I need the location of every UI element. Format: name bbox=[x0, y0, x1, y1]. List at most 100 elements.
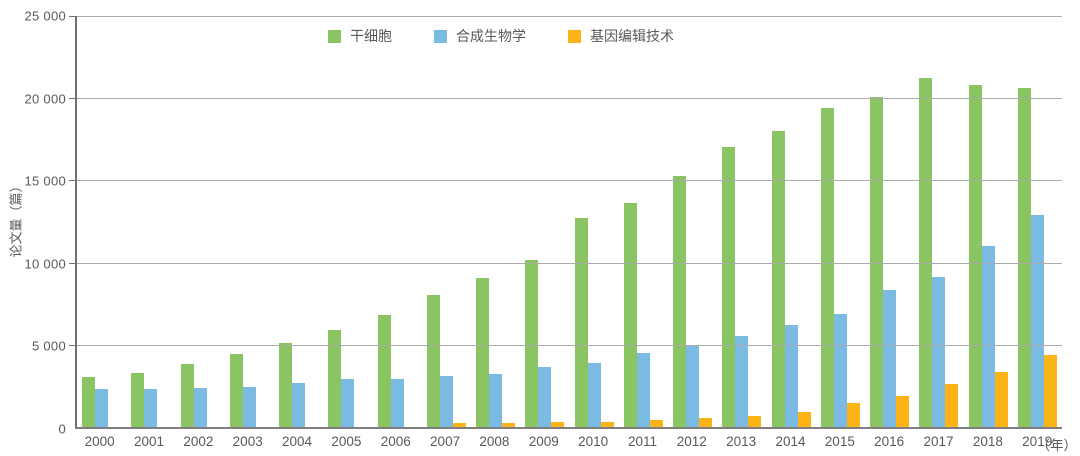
legend-swatch-icon bbox=[328, 29, 341, 43]
bar-2010 bbox=[600, 422, 614, 427]
bar-2017 bbox=[932, 276, 946, 427]
plot-area bbox=[69, 16, 1062, 429]
y-tick-label: 5 000 bbox=[31, 338, 66, 354]
bar-2014 bbox=[784, 325, 798, 427]
bar-2009 bbox=[525, 260, 539, 427]
legend-label: 合成生物学 bbox=[456, 28, 526, 44]
bar-2019 bbox=[1043, 354, 1057, 427]
bar-2000 bbox=[95, 389, 109, 427]
legend-label: 基因编辑技术 bbox=[590, 28, 674, 44]
bar-2011 bbox=[636, 353, 650, 427]
bar-2008 bbox=[476, 278, 490, 427]
legend-item: 合成生物学 bbox=[434, 26, 526, 46]
x-tick-label: 2017 bbox=[923, 434, 954, 449]
bar-2010 bbox=[574, 218, 588, 427]
bar-2012 bbox=[686, 346, 700, 427]
x-tick-label: 2018 bbox=[972, 434, 1003, 449]
x-tick-label: 2019 bbox=[1022, 434, 1053, 449]
y-tick-mark bbox=[69, 180, 77, 182]
bar-2013 bbox=[735, 335, 749, 427]
x-tick-label: 2005 bbox=[331, 434, 362, 449]
y-tick-label: 20 000 bbox=[24, 91, 66, 107]
bar-group-2017 bbox=[914, 16, 963, 427]
bar-2008 bbox=[502, 422, 516, 427]
x-tick-label: 2006 bbox=[380, 434, 411, 449]
bar-2011 bbox=[649, 419, 663, 427]
bar-group-2011 bbox=[619, 16, 668, 427]
bar-2016 bbox=[883, 289, 897, 427]
bar-2015 bbox=[846, 403, 860, 427]
x-tick-label: 2000 bbox=[84, 434, 115, 449]
x-tick-label: 2013 bbox=[726, 434, 757, 449]
x-tick-label: 2001 bbox=[133, 434, 165, 449]
bar-2011 bbox=[623, 202, 637, 427]
y-axis-tick-labels: 0 5 000 10 000 15 000 20 000 25 000 bbox=[0, 9, 66, 437]
bar-2019 bbox=[1017, 87, 1031, 427]
legend-swatch-icon bbox=[568, 29, 581, 43]
y-tick-mark bbox=[69, 16, 77, 17]
x-tick-label: 2010 bbox=[578, 434, 609, 449]
bar-2002 bbox=[193, 388, 207, 427]
legend-item: 干细胞 bbox=[328, 26, 392, 46]
bar-2004 bbox=[279, 343, 293, 427]
bar-2007 bbox=[439, 376, 453, 427]
bar-2009 bbox=[551, 422, 565, 427]
bar-group-2000 bbox=[77, 16, 126, 427]
bar-2014 bbox=[771, 131, 785, 427]
gridline bbox=[77, 98, 1062, 100]
x-tick-label: 2016 bbox=[874, 434, 905, 449]
bar-2018 bbox=[968, 85, 982, 427]
bar-group-2014 bbox=[767, 16, 816, 427]
bar-2001 bbox=[131, 372, 145, 427]
x-axis-tick-labels: 2000 2001 2002 2003 2004 2005 2006 2007 2008 2009… bbox=[75, 434, 1062, 449]
bar-2013 bbox=[748, 415, 762, 427]
bar-group-2007 bbox=[422, 16, 471, 427]
bar-group-2015 bbox=[816, 16, 865, 427]
bar-2015 bbox=[820, 108, 834, 427]
bar-2018 bbox=[981, 246, 995, 427]
bar-2003 bbox=[229, 353, 243, 427]
legend-item: 基因编辑技术 bbox=[568, 26, 674, 46]
bar-group-2010 bbox=[570, 16, 619, 427]
bar-2016 bbox=[870, 96, 884, 427]
bar-2006 bbox=[390, 378, 404, 427]
bar-group-2019 bbox=[1013, 16, 1062, 427]
bar-2015 bbox=[833, 313, 847, 427]
bar-group-2009 bbox=[520, 16, 569, 427]
legend: 干细胞 合成生物学 基因编辑技术 bbox=[328, 26, 716, 46]
bar-2016 bbox=[896, 395, 910, 427]
bars-container bbox=[77, 16, 1062, 427]
bar-2017 bbox=[919, 78, 933, 427]
bar-group-2012 bbox=[668, 16, 717, 427]
bar-2005 bbox=[328, 330, 342, 427]
legend-label: 干细胞 bbox=[350, 28, 392, 44]
y-tick-label: 25 000 bbox=[24, 8, 66, 24]
x-tick-label: 2014 bbox=[775, 434, 806, 449]
bar-2007 bbox=[426, 295, 440, 427]
bar-group-2008 bbox=[471, 16, 520, 427]
x-tick-label: 2009 bbox=[528, 434, 559, 449]
bar-group-2001 bbox=[126, 16, 175, 427]
x-tick-label: 2012 bbox=[676, 434, 707, 449]
bar-2012 bbox=[673, 176, 687, 427]
bar-2018 bbox=[994, 371, 1008, 427]
y-tick-mark bbox=[69, 98, 77, 100]
bar-2014 bbox=[797, 412, 811, 427]
bar-2013 bbox=[722, 146, 736, 427]
gridline bbox=[77, 16, 1062, 17]
x-tick-label: 2007 bbox=[430, 434, 461, 449]
bar-group-2003 bbox=[225, 16, 274, 427]
bar-2007 bbox=[452, 422, 466, 427]
bar-2006 bbox=[377, 315, 391, 427]
y-tick-label: 15 000 bbox=[24, 173, 66, 189]
gridline bbox=[77, 344, 1062, 346]
bar-2010 bbox=[587, 362, 601, 427]
bar-2005 bbox=[341, 378, 355, 427]
y-tick-label: 0 bbox=[58, 421, 66, 437]
bar-2017 bbox=[945, 384, 959, 427]
bar-group-2013 bbox=[717, 16, 766, 427]
bar-2008 bbox=[489, 373, 503, 427]
x-tick-label: 2015 bbox=[824, 434, 855, 449]
bar-2012 bbox=[699, 417, 713, 427]
bar-group-2002 bbox=[176, 16, 225, 427]
